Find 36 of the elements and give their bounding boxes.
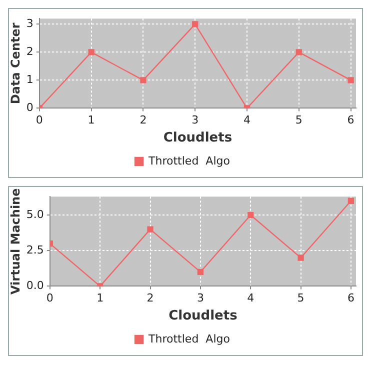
x-tick-label: 1	[88, 114, 95, 127]
legend-label: Throttled Algo	[148, 332, 230, 346]
legend-label: Throttled Algo	[148, 154, 230, 168]
x-tick-label: 6	[347, 292, 354, 305]
x-tick-label: 5	[295, 114, 302, 127]
x-tick-label: 3	[196, 292, 204, 305]
y-tick-label: 1	[26, 73, 34, 86]
y-tick-label: 2.5	[26, 244, 44, 257]
point	[298, 254, 304, 261]
y-axis-title: Data Center	[8, 22, 22, 104]
point	[147, 226, 154, 232]
y-tick-label: 0	[26, 101, 34, 114]
y-tick-label: 0.0	[26, 279, 44, 292]
point	[296, 49, 302, 56]
x-tick-label: 3	[192, 114, 199, 127]
x-tick-label: 0	[46, 292, 54, 305]
point	[192, 21, 198, 28]
point	[348, 77, 354, 84]
point	[348, 198, 354, 204]
x-tick-label: 5	[297, 292, 304, 305]
x-tick-label: 2	[140, 114, 147, 127]
x-tick-label: 4	[247, 292, 254, 305]
x-axis-title: Cloudlets	[168, 308, 238, 324]
point	[197, 268, 204, 276]
x-tick-label: 6	[347, 114, 354, 127]
x-tick-label: 2	[146, 292, 154, 305]
y-tick-label: 5.0	[26, 208, 44, 221]
point	[248, 212, 254, 218]
y-tick-label: 3	[26, 17, 34, 30]
x-tick-label: 4	[244, 114, 251, 127]
x-axis-title: Cloudlets	[163, 130, 232, 146]
x-tick-label: 1	[96, 292, 104, 305]
point	[88, 49, 94, 56]
y-tick-label: 2	[26, 45, 34, 58]
y-axis-title: Virtual Machine	[8, 188, 22, 295]
point	[140, 77, 146, 84]
